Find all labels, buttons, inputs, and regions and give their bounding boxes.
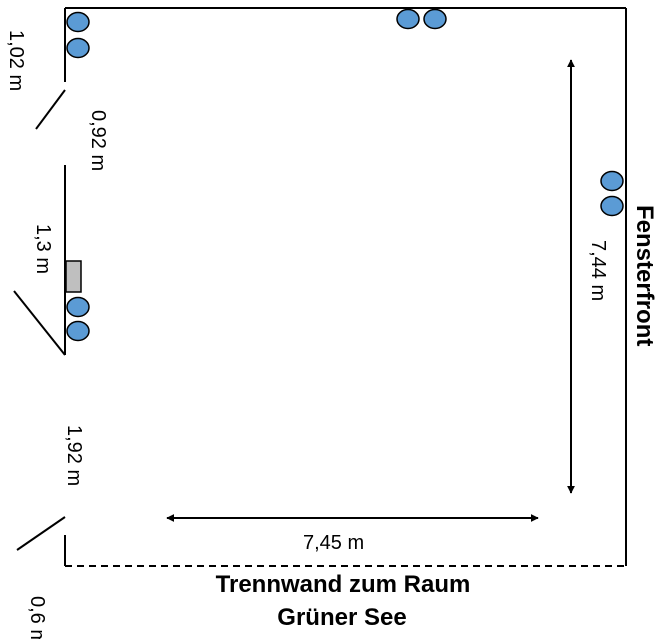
partition-label-line2: Grüner See bbox=[277, 604, 406, 631]
dim-door-1: 0,92 m bbox=[87, 110, 109, 171]
outlet-icon bbox=[66, 11, 90, 33]
dim-left-wall-1: 1,02 m bbox=[5, 30, 27, 91]
dim-room-depth: 7,44 m bbox=[587, 240, 609, 301]
outlet-icon bbox=[66, 320, 90, 342]
outlet-icon bbox=[396, 8, 420, 30]
dim-left-wall-2: 1,3 m bbox=[32, 224, 54, 274]
outlets bbox=[66, 8, 624, 342]
outlet-icon bbox=[66, 296, 90, 318]
dim-left-wall-3: 1,92 m bbox=[63, 425, 85, 486]
door-swing-1 bbox=[35, 89, 66, 130]
door-swing-3 bbox=[16, 516, 66, 551]
wall-box bbox=[65, 260, 82, 293]
door-swing-2 bbox=[13, 290, 66, 356]
dim-door-2: 0,6 m bbox=[26, 596, 48, 639]
window-front-label: Fensterfront bbox=[631, 205, 658, 346]
dim-room-width: 7,45 m bbox=[303, 532, 364, 554]
outlet-icon bbox=[423, 8, 447, 30]
outlet-icon bbox=[600, 195, 624, 217]
outlet-icon bbox=[600, 170, 624, 192]
outlet-icon bbox=[66, 37, 90, 59]
partition-label-line1: Trennwand zum Raum bbox=[216, 571, 471, 598]
